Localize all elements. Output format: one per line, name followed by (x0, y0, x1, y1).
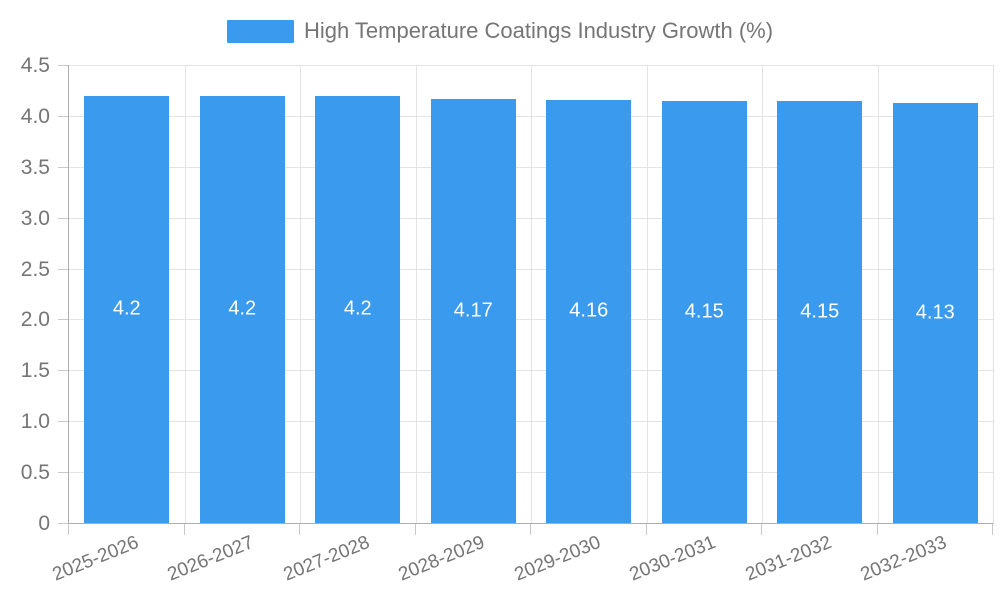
bar[interactable] (84, 95, 170, 523)
legend-item[interactable]: High Temperature Coatings Industry Growt… (226, 18, 774, 44)
y-axis-tick-label: 1.0 (20, 410, 50, 434)
x-tick (68, 524, 69, 535)
y-axis-tick-label: 1.5 (20, 359, 50, 383)
x-axis-tick-label: 2028-2029 (395, 532, 489, 586)
bar-value-label: 4.2 (228, 297, 257, 320)
gridline-vertical (646, 65, 648, 523)
y-axis-tick-label: 0 (38, 512, 50, 535)
bar-value-label: 4.2 (112, 297, 141, 320)
y-tick (58, 472, 68, 474)
x-tick (761, 524, 762, 535)
x-tick (645, 524, 647, 535)
x-axis-tick-label: 2029-2030 (511, 532, 604, 586)
x-axis-tick-label: 2031-2032 (742, 532, 835, 586)
legend: High Temperature Coatings Industry Growt… (0, 18, 1000, 44)
bar[interactable] (430, 98, 516, 523)
x-tick (414, 524, 416, 535)
gridline-vertical (184, 65, 186, 523)
bar[interactable] (315, 95, 401, 523)
bar[interactable] (199, 95, 285, 523)
y-axis-tick-label: 2.5 (20, 257, 50, 281)
y-tick (58, 268, 68, 270)
gridline-vertical (531, 65, 532, 523)
gridline-vertical (762, 65, 763, 523)
y-axis-tick-label: 3.0 (20, 206, 50, 230)
legend-label: High Temperature Coatings Industry Growt… (303, 18, 774, 43)
bar-value-label: 4.13 (915, 301, 955, 324)
x-axis-tick-label: 2030-2031 (626, 532, 720, 586)
y-axis-tick-label: 0.5 (20, 461, 50, 485)
y-axis-tick-label: 2.0 (20, 308, 50, 332)
y-tick (58, 166, 68, 168)
x-tick (876, 524, 878, 535)
plot-area: 4.2 4.2 4.2 4.17 4.16 4.15 4.15 4.13 (68, 65, 994, 524)
y-tick (58, 421, 68, 423)
bar-value-label: 4.15 (684, 300, 724, 323)
y-axis-tick-label: 3.5 (20, 155, 50, 179)
bar[interactable] (777, 100, 863, 523)
bar-value-label: 4.2 (343, 297, 372, 320)
bar[interactable] (661, 100, 747, 523)
y-tick (58, 319, 68, 321)
x-axis-tick-label: 2026-2027 (164, 532, 258, 586)
gridline-vertical (300, 65, 301, 523)
x-tick (183, 524, 185, 535)
x-axis-tick-label: 2032-2033 (857, 532, 951, 586)
x-tick (992, 524, 993, 535)
gridline-vertical (415, 65, 417, 523)
y-tick (58, 370, 68, 372)
y-tick (58, 523, 68, 524)
x-axis-tick-label: 2027-2028 (280, 532, 373, 586)
bar-value-label: 4.15 (800, 300, 840, 323)
bar[interactable] (546, 99, 632, 523)
bar-value-label: 4.17 (453, 299, 493, 322)
y-tick (58, 65, 68, 66)
bar-value-label: 4.16 (569, 299, 609, 322)
x-tick (299, 524, 300, 535)
y-tick (58, 217, 68, 219)
y-axis-tick-label: 4.0 (20, 104, 50, 128)
gridline-vertical (877, 65, 879, 523)
y-axis-tick-label: 4.5 (20, 54, 50, 77)
legend-swatch (226, 19, 294, 43)
y-tick (58, 115, 68, 117)
bar[interactable] (892, 102, 978, 523)
x-axis-tick-label: 2025-2026 (49, 532, 142, 586)
x-tick (530, 524, 531, 535)
